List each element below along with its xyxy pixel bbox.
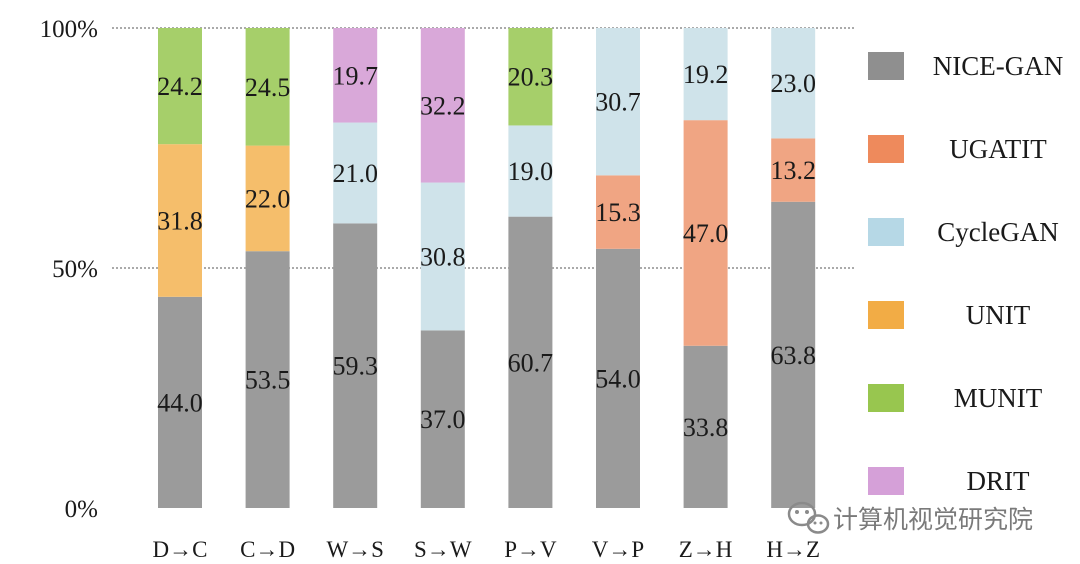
bar-stack: 63.8 13.2 23.0 [770,28,816,508]
legend-label: MUNIT [954,383,1043,413]
y-tick-label: 0% [65,496,98,523]
bar-segment [683,345,728,508]
data-label: 22.0 [245,184,291,213]
bar-stack: 44.0 31.8 24.2 [157,28,203,508]
data-label: 31.8 [157,206,203,235]
legend-swatch [868,135,904,163]
legend-swatch [868,218,904,246]
bar-segment [683,120,728,346]
bar-segment [771,201,816,508]
bar-stack: 54.0 15.3 30.7 [595,28,641,509]
bar-segment [333,122,378,224]
x-tick-label: D→C [153,537,208,562]
bar-segment [771,138,816,202]
y-tick-label: 50% [52,256,98,283]
watermark-text: 计算机视觉研究院 [833,505,1033,534]
legend: NICE-GAN UGATIT CycleGAN UNIT MUNIT DRIT [868,51,1063,496]
bar-stack: 33.8 47.0 19.2 [683,28,729,508]
legend-label: UGATIT [949,134,1047,164]
bar-segment [508,216,553,508]
bar-segment [596,28,640,176]
x-tick-label: P→V [504,537,557,562]
data-label: 37.0 [420,405,466,434]
bar-segment [245,251,290,508]
data-label: 47.0 [683,219,729,248]
bar-segment [420,28,465,183]
bar-segment [158,28,202,145]
bar-segment [771,28,816,139]
data-label: 19.7 [332,61,378,90]
bar-segment [245,145,290,252]
legend-swatch [868,384,904,412]
data-label: 53.5 [245,366,291,395]
y-axis-ticks: 0% 50% 100% [40,16,98,523]
x-tick-label: S→W [414,537,472,562]
bar-segment [420,330,465,508]
bar-segment [420,182,465,331]
bar-segment [158,144,202,297]
x-tick-label: Z→H [679,537,733,562]
x-tick-label: W→S [326,537,384,562]
watermark: 计算机视觉研究院 [787,501,1033,534]
data-label: 13.2 [770,156,816,185]
data-label: 32.2 [420,91,466,120]
legend-swatch [868,467,904,495]
data-label: 60.7 [508,348,554,377]
data-label: 20.3 [508,63,554,92]
bar-stack: 59.3 21.0 19.7 [332,28,378,509]
x-tick-label: H→Z [766,537,820,562]
data-label: 24.5 [245,73,291,102]
data-label: 30.7 [595,88,641,117]
x-tick-label: C→D [240,537,295,562]
data-label: 21.0 [332,159,378,188]
legend-label: CycleGAN [937,217,1058,247]
data-label: 63.8 [770,341,816,370]
x-tick-label: V→P [592,537,644,562]
bar-stack: 53.5 22.0 24.5 [245,28,291,508]
data-label: 54.0 [595,364,641,393]
data-label: 59.3 [332,352,378,381]
bar-segment [683,28,728,121]
bar-segment [596,175,640,249]
gridlines [112,27,855,269]
legend-label: NICE-GAN [933,51,1063,81]
legend-swatch [868,301,904,329]
bar-segment [245,28,290,146]
bar-segment [333,28,378,123]
data-label: 19.2 [683,60,729,89]
bar-segment [596,248,640,509]
x-axis-categories: D→C C→D W→S S→W P→V V→P Z→H H→Z [153,537,821,562]
data-label: 30.8 [420,242,466,271]
legend-swatch [868,52,904,80]
bar-segment [508,28,553,126]
bar-stack: 60.7 19.0 20.3 [508,28,554,508]
data-label: 24.2 [157,72,203,101]
legend-label: UNIT [966,300,1031,330]
bar-stack: 37.0 30.8 32.2 [420,28,466,508]
bar-segment [508,125,553,217]
y-tick-label: 100% [40,16,98,43]
data-label: 23.0 [770,69,816,98]
bar-segment [158,296,202,508]
data-label: 44.0 [157,388,203,417]
bar-segment [333,223,378,509]
data-label: 15.3 [595,198,641,227]
data-label: 19.0 [508,157,554,186]
bars: 44.0 31.8 24.2 53.5 22.0 24.5 59.3 21.0 19.7 37.0… [157,28,816,509]
data-label: 33.8 [683,413,729,442]
legend-label: DRIT [967,466,1030,496]
wechat-icon [787,501,830,534]
